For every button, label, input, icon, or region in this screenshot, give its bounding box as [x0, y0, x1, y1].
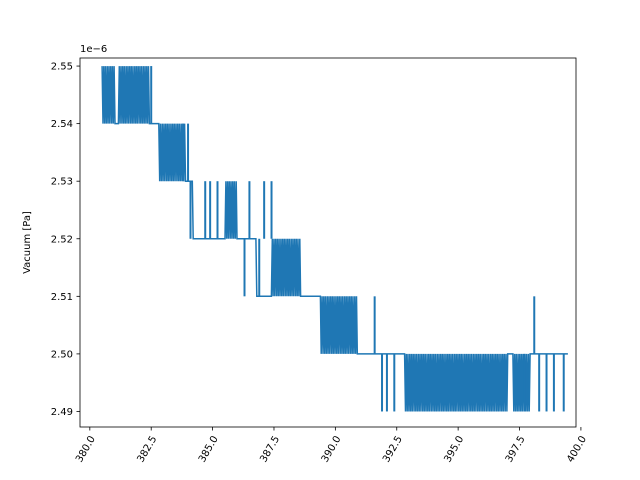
- x-tick-label: 400.0: [565, 434, 589, 464]
- y-tick-label: 2.54: [51, 119, 73, 130]
- x-tick-label: 382.5: [136, 434, 160, 464]
- x-tick-label: 380.0: [74, 434, 98, 464]
- y-tick-label: 2.49: [51, 407, 73, 418]
- y-tick-label: 2.55: [51, 62, 73, 73]
- y-tick-label: 2.51: [51, 292, 73, 303]
- y-offset-label: 1e−6: [80, 44, 107, 55]
- series-vacuum: [101, 66, 568, 412]
- x-tick-label: 397.5: [504, 434, 528, 464]
- x-tick-label: 392.5: [381, 434, 405, 464]
- x-tick-label: 387.5: [258, 434, 282, 464]
- x-axis: 380.0 382.5 385.0 387.5 390.0 392.5 395.0 397.5…: [74, 427, 589, 465]
- y-tick-label: 2.50: [51, 349, 73, 360]
- y-tick-label: 2.52: [51, 234, 73, 245]
- y-tick-label: 2.53: [51, 177, 73, 188]
- x-tick-label: 395.0: [442, 434, 466, 464]
- x-tick-label: 385.0: [197, 434, 221, 464]
- series-line: [101, 66, 568, 412]
- y-axis-label: Vacuum [Pa]: [22, 211, 33, 274]
- plot-area: [101, 66, 568, 412]
- x-tick-label: 390.0: [320, 434, 344, 464]
- y-axis: 2.49 2.50 2.51 2.52 2.53 2.54 2.55: [51, 62, 80, 418]
- axes-frame: [79, 57, 577, 428]
